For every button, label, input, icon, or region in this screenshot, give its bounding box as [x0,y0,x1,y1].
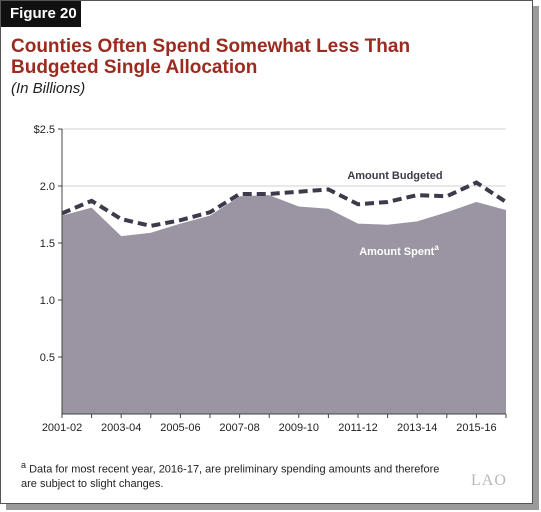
amount-spent-area [62,195,506,414]
x-tick-label: 2013-14 [397,422,437,434]
y-tick-label: $2.5 [34,124,55,136]
series-label-amount-budgeted: Amount Budgeted [347,170,442,182]
y-tick-label: 0.5 [40,352,55,364]
y-tick-label: 1.5 [40,238,55,250]
x-tick-label: 2009-10 [279,422,319,434]
y-tick-label: 2.0 [40,181,55,193]
y-tick-label: 1.0 [40,295,55,307]
y-tick-labels: $2.5 2.0 1.5 1.0 0.5 [34,124,62,364]
x-tick-label: 2011-12 [338,422,378,434]
chart-title: Counties Often Spend Somewhat Less Than … [11,36,411,78]
figure-label: Figure 20 [1,1,81,27]
x-tick-label: 2001-02 [42,422,82,434]
x-tick-label: 2005-06 [160,422,200,434]
figure-frame: Figure 20 Counties Often Spend Somewhat … [0,0,533,504]
x-tick-label: 2007-08 [219,422,259,434]
lao-logo: LAO [471,472,507,489]
x-tick-label: 2015-16 [456,422,496,434]
chart-subtitle: (In Billions) [11,80,86,97]
axes [61,129,506,415]
footnote-marker: a [21,460,27,470]
x-tick-labels: 2001-02 2003-04 2005-06 2007-08 2009-10 2011-… [42,414,507,434]
x-tick-label: 2003-04 [101,422,141,434]
area-chart: $2.52.01.51.00.5 2001-02 2003-04 2005-06 20… [34,124,508,434]
footnote-text: Data for most recent year, 2016-17, are … [21,463,440,490]
series-label-amount-spent: Amount Spenta [359,243,439,258]
footnote: a Data for most recent year, 2016-17, ar… [21,458,441,491]
